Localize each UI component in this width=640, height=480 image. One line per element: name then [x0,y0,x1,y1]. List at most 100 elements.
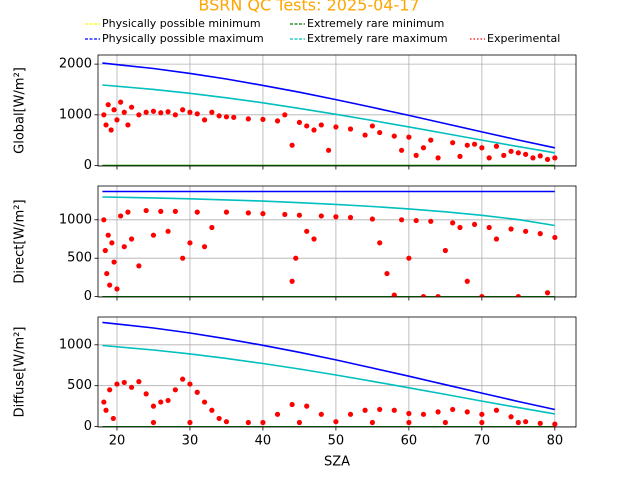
data-point [377,129,383,136]
axes-frame [97,54,577,167]
axes-frame [97,316,577,428]
data-point [216,113,222,119]
data-point [108,127,114,133]
data-point [347,214,354,221]
data-point [165,397,171,404]
legend-label: Physically possible minimum [102,17,261,30]
y-axis-label: Direct[W/m²] [13,199,28,283]
data-point [493,407,500,413]
plots: 010002000Global[W/m²]05001000Direct[W/m²… [13,54,577,470]
data-point [150,403,157,409]
data-point [311,236,317,242]
data-point [304,403,310,409]
data-point [428,137,434,143]
data-point [435,155,441,161]
data-point [121,244,127,250]
data-point [165,109,171,115]
data-point [121,109,127,115]
data-point [537,153,543,159]
y-axis-label: Global[W/m²] [13,67,28,154]
data-point [464,142,470,148]
data-point [187,240,193,246]
data-point [231,114,237,120]
data-point [114,381,120,387]
data-point [552,155,558,161]
data-point [209,224,215,231]
legend-label: Experimental [487,32,560,45]
data-point [420,145,427,151]
data-point [101,217,107,223]
data-point [293,255,299,261]
data-point [245,419,251,426]
legend-label: Extremely rare maximum [307,32,448,45]
data-point [523,419,529,425]
data-point [318,213,324,219]
data-point [172,208,178,214]
data-point [101,399,107,405]
data-point [450,140,456,146]
data-point [479,294,485,297]
data-point [406,410,412,417]
data-point [143,391,149,397]
x-tick-label: 50 [328,434,345,449]
data-point [107,387,113,393]
x-tick-label: 40 [255,434,272,449]
data-point [508,414,514,420]
subplot: 20 30 40 50 60 70 80 0 500 1000 Diffuse[W/m²] SZA [13,316,577,470]
x-axis-label: SZA [324,455,350,470]
data-point [428,218,434,224]
data-point [406,419,412,426]
data-point [187,109,193,115]
data-point [369,123,375,129]
data-point [479,145,485,151]
data-point [289,401,295,408]
legend-label: Physically possible maximum [102,32,264,45]
data-point [194,111,200,117]
data-point [150,108,157,114]
data-point [143,109,149,115]
data-point [104,270,110,277]
data-point [515,419,521,426]
data-point [442,247,448,254]
data-point [158,399,164,405]
data-point [384,270,390,277]
data-point [544,156,551,163]
y-axis-label: Diffuse[W/m²] [13,327,28,418]
data-point [471,221,478,228]
series-line [102,196,555,227]
data-point [111,107,117,113]
data-point [544,290,551,296]
data-point [180,376,186,382]
data-point [479,411,485,417]
data-point [471,141,478,147]
subplot: 0 500 1000 Direct[W/m²] [13,185,577,304]
data-point [369,216,375,222]
y-tick-label: 1000 [59,337,92,352]
data-point [413,217,419,224]
data-point [479,419,485,426]
data-point [274,118,281,124]
data-point [523,151,529,157]
x-tick-label: 70 [474,434,491,449]
data-point [377,240,383,246]
data-point [121,379,127,386]
data-point [201,244,208,250]
data-point [103,407,109,413]
data-point [109,240,115,246]
data-point [150,232,157,238]
data-point [347,126,354,132]
data-point [101,112,107,118]
data-point [209,407,215,413]
data-point [391,133,397,139]
data-point [318,411,324,417]
data-point [362,407,368,413]
data-point [172,112,178,118]
data-point [464,278,470,284]
data-layer [101,190,558,297]
data-point [457,153,463,159]
data-point [326,147,332,153]
data-layer [101,321,558,427]
data-point [103,122,109,128]
x-tick-label: 60 [401,434,418,449]
data-point [223,209,230,215]
